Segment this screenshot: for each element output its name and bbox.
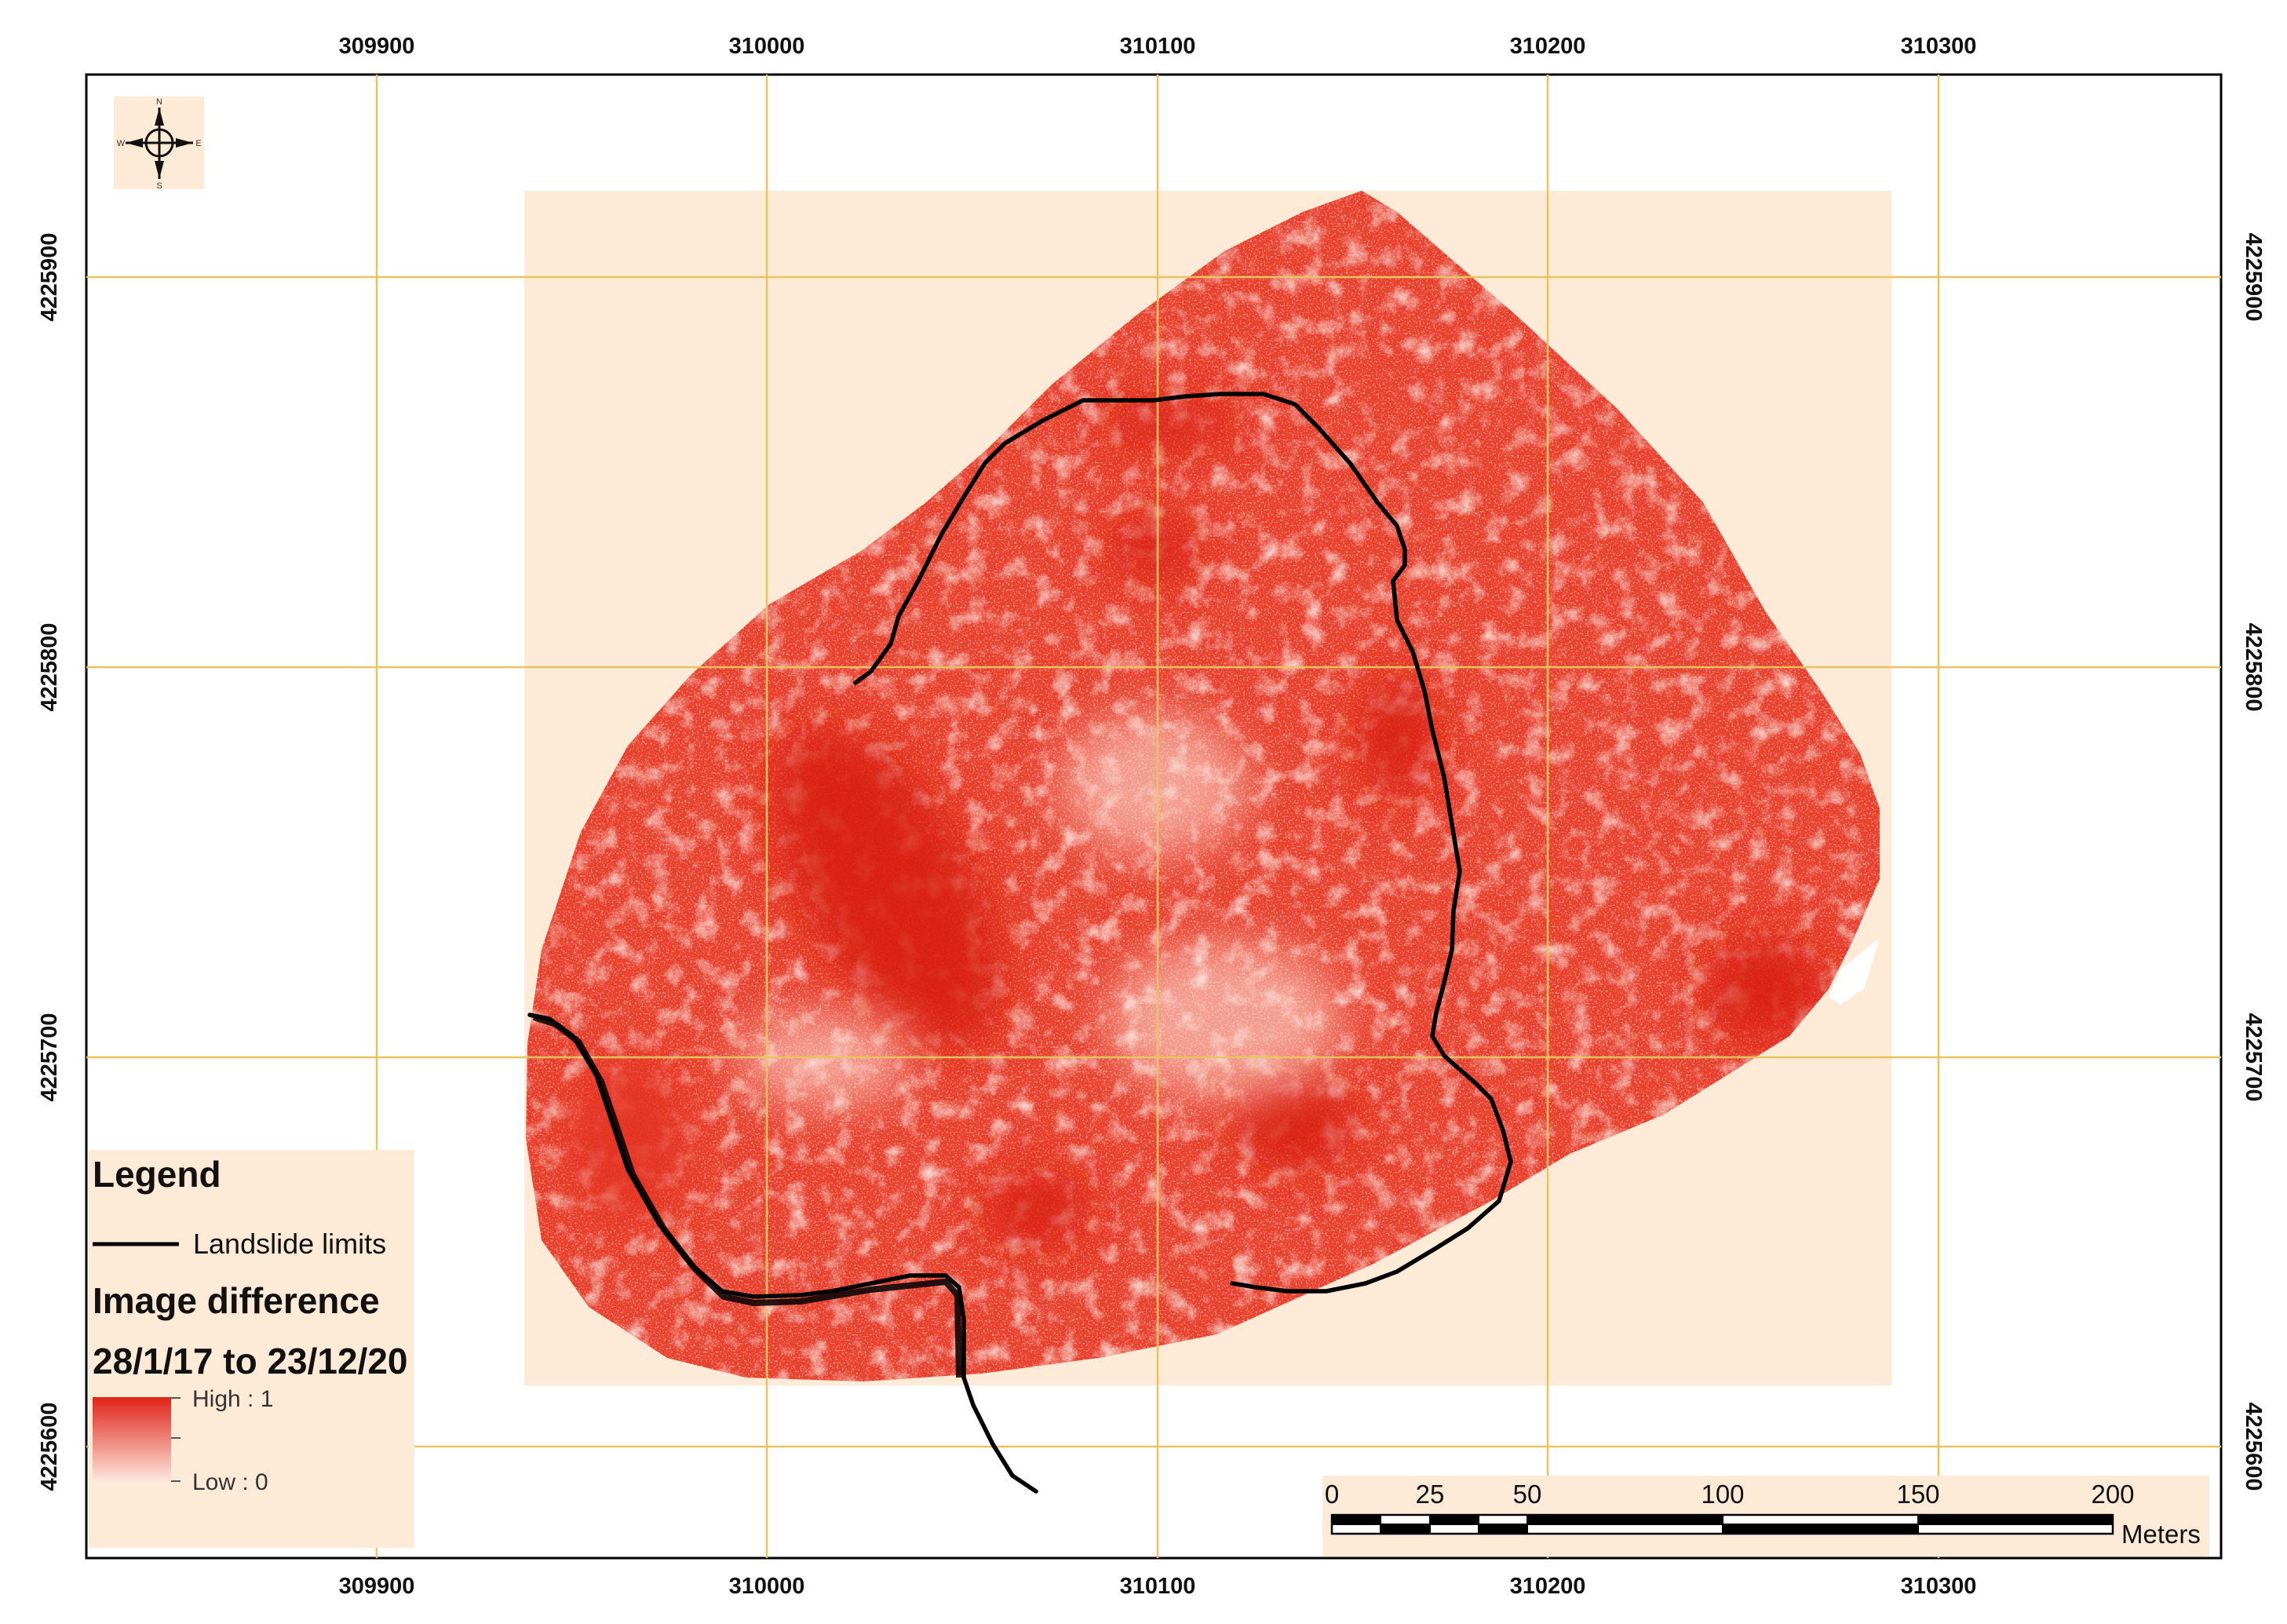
north-arrow-icon: N S W E [114, 97, 204, 191]
northing-labels-left: 4225900 4225800 4225700 4225600 [37, 233, 62, 1491]
northing-label-right: 4225600 [2241, 1403, 2266, 1491]
legend-title: Legend [93, 1154, 221, 1195]
legend: Legend Landslide limits Image difference… [89, 1150, 414, 1548]
raster-nodata-notch [1829, 938, 1880, 1005]
easting-label-bottom: 310300 [1901, 1574, 1977, 1599]
scale-unit: Meters [2121, 1520, 2201, 1549]
legend-line-label: Landslide limits [193, 1228, 386, 1260]
northing-label-left: 4225700 [37, 1013, 62, 1102]
scale-label: 150 [1896, 1480, 1939, 1509]
easting-label-bottom: 310200 [1510, 1574, 1586, 1599]
easting-label-top: 310000 [729, 34, 805, 59]
legend-high-label: High : 1 [192, 1386, 273, 1412]
northing-label-left: 4225900 [37, 233, 62, 322]
legend-raster-period: 28/1/17 to 23/12/20 [93, 1341, 408, 1381]
compass-e: E [195, 139, 201, 148]
northing-label-left: 4225600 [37, 1403, 62, 1491]
easting-label-bottom: 309900 [339, 1574, 415, 1599]
landslide-limit-main [853, 392, 1513, 1294]
scale-label: 200 [2091, 1480, 2134, 1509]
compass-s: S [156, 181, 162, 191]
scale-bar-ticks: 0 25 50 100 150 200 [1325, 1480, 2135, 1509]
scale-label: 0 [1325, 1480, 1339, 1509]
easting-labels-bottom: 309900 310000 310100 310200 310300 [339, 1574, 1977, 1599]
northing-labels-right: 4225900 4225800 4225700 4225600 [2241, 233, 2266, 1491]
easting-label-top: 310300 [1901, 34, 1977, 59]
northing-label-right: 4225800 [2241, 623, 2266, 712]
scale-label: 50 [1513, 1480, 1542, 1509]
easting-label-top: 310200 [1510, 34, 1586, 59]
scale-label: 100 [1701, 1480, 1744, 1509]
compass-w: W [117, 139, 126, 148]
legend-color-ramp [93, 1397, 171, 1482]
easting-label-bottom: 310000 [729, 1574, 805, 1599]
scale-label: 25 [1416, 1480, 1445, 1509]
northing-label-right: 4225700 [2241, 1013, 2266, 1102]
northing-label-right: 4225900 [2241, 233, 2266, 322]
legend-low-label: Low : 0 [192, 1469, 268, 1495]
graticule [86, 75, 2221, 1558]
scale-bar: 0 25 50 100 150 200 Meters [1322, 1476, 2209, 1556]
easting-labels-top: 309900 310000 310100 310200 310300 [339, 34, 1977, 59]
compass-n: N [156, 97, 162, 107]
easting-label-bottom: 310100 [1120, 1574, 1196, 1599]
legend-raster-title: Image difference [93, 1280, 380, 1321]
easting-label-top: 309900 [339, 34, 415, 59]
northing-label-left: 4225800 [37, 623, 62, 712]
easting-label-top: 310100 [1120, 34, 1196, 59]
